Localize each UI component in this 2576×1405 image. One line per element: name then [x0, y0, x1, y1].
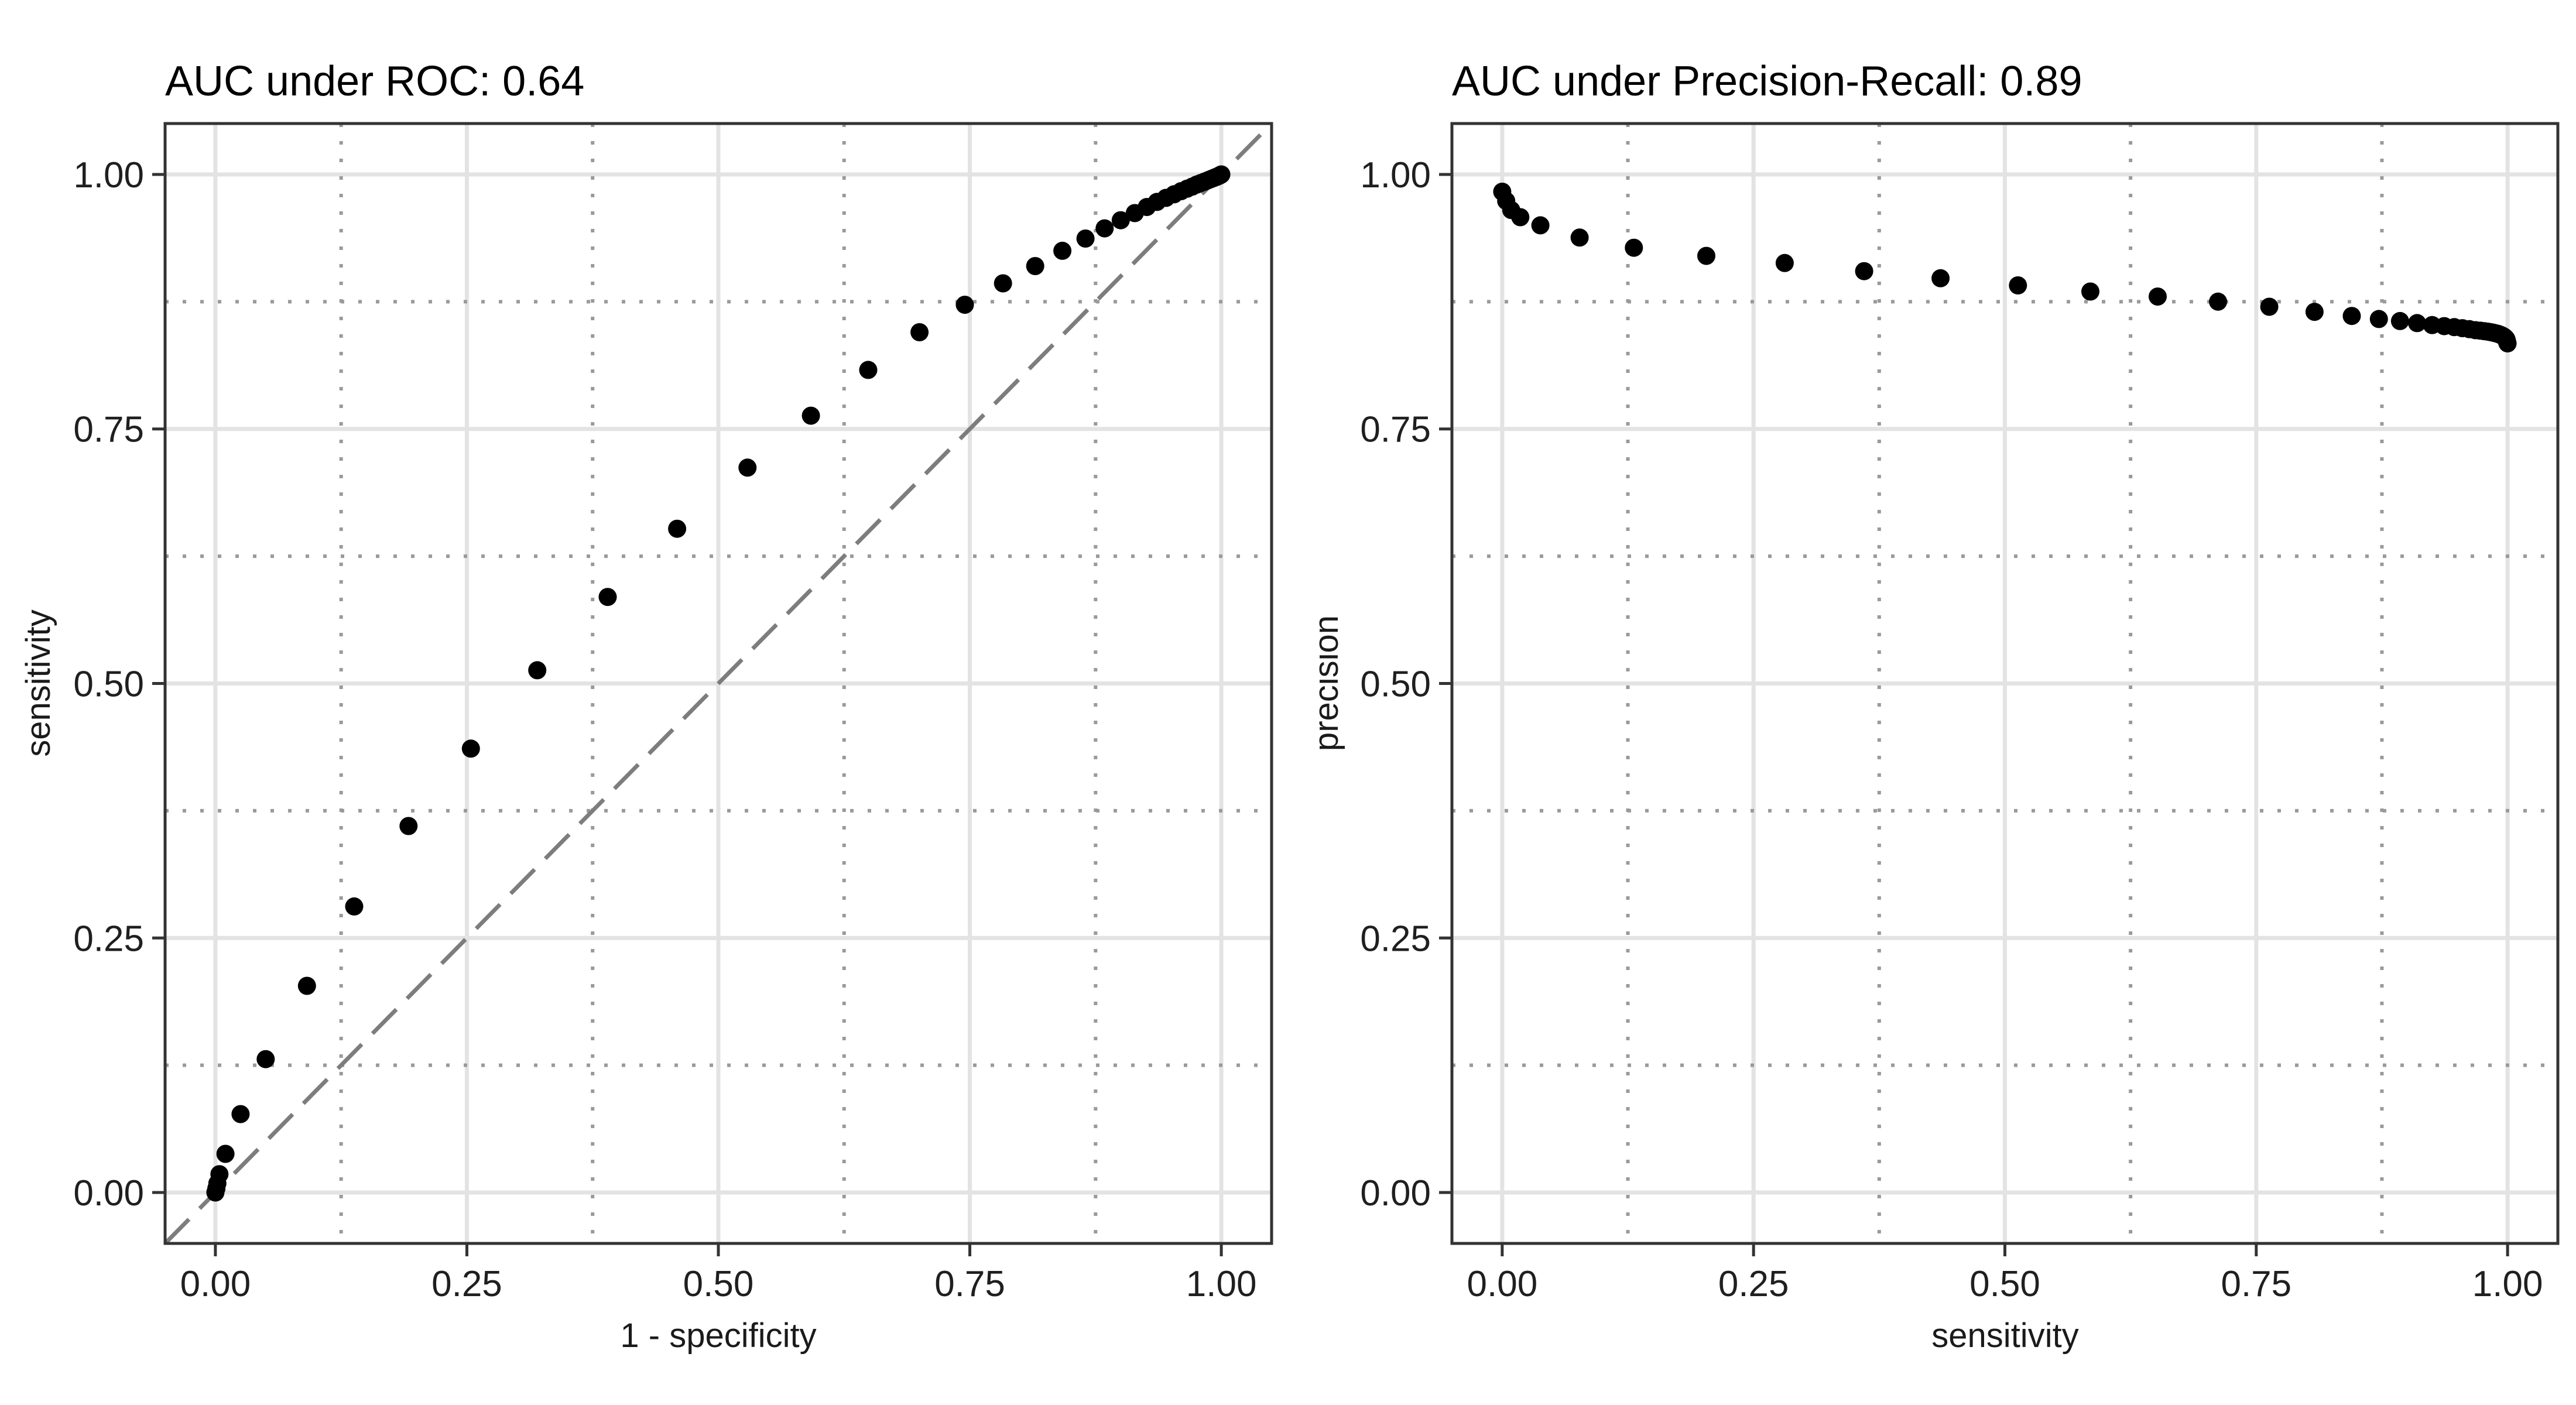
- precision-recall-y-axis-title: precision: [1317, 615, 1345, 751]
- precision-recall-chart: 0.00 0.25 0.50 0.75 1.00 0.00 0.25 0.50 0.75 1.00…: [1317, 58, 2560, 1355]
- x-tick-label: 0.25: [431, 1264, 502, 1304]
- data-point: [738, 458, 757, 477]
- data-point: [210, 1165, 229, 1184]
- roc-chart: 0.00 0.25 0.50 0.75 1.00 0.00 0.25 0.50 0.75 1.00…: [19, 58, 1273, 1355]
- data-point: [1931, 269, 1950, 287]
- roc-x-axis-title: 1 - specificity: [620, 1317, 816, 1355]
- y-tick-label: 0.25: [73, 919, 144, 959]
- reference-diagonal-line: [163, 122, 1273, 1245]
- data-point: [1625, 238, 1643, 257]
- roc-y-axis-title: sensitivity: [19, 609, 57, 756]
- y-tick-label: 0.25: [1360, 919, 1431, 959]
- data-point: [461, 739, 480, 758]
- y-tick-label: 0.75: [1360, 410, 1431, 450]
- y-tick-label: 0.00: [1360, 1173, 1431, 1214]
- y-tick-label: 0.75: [73, 410, 144, 450]
- data-point: [1531, 216, 1550, 235]
- x-tick-label: 0.75: [2221, 1264, 2291, 1304]
- data-point: [297, 976, 316, 995]
- data-point: [2081, 282, 2099, 301]
- data-point: [2209, 292, 2228, 311]
- data-point: [1511, 208, 1530, 227]
- data-point: [2408, 314, 2427, 333]
- x-tick-label: 0.75: [934, 1264, 1005, 1304]
- y-tick-label: 1.00: [1360, 155, 1431, 196]
- data-point: [256, 1050, 275, 1068]
- y-tick-label: 0.50: [73, 664, 144, 705]
- x-tick-label: 0.50: [683, 1264, 754, 1304]
- x-tick-label: 0.25: [1718, 1264, 1789, 1304]
- data-point: [668, 519, 687, 538]
- data-point: [1111, 211, 1130, 229]
- precision-recall-plot-area: 0.00 0.25 0.50 0.75 1.00 0.00 0.25 0.50 0.75 1.00: [1360, 122, 2560, 1304]
- y-tick-label: 0.00: [73, 1173, 144, 1214]
- data-point: [598, 588, 617, 606]
- data-point: [2149, 287, 2167, 306]
- data-point: [345, 897, 364, 916]
- data-point: [1095, 219, 1114, 238]
- data-point: [2009, 276, 2027, 294]
- data-point: [910, 323, 929, 341]
- y-tick-label: 1.00: [73, 155, 144, 196]
- data-point: [231, 1105, 250, 1123]
- roc-title: AUC under ROC: 0.64: [165, 58, 584, 105]
- data-point: [2342, 307, 2361, 325]
- data-point: [1053, 241, 1072, 260]
- data-point: [1570, 228, 1589, 247]
- data-point: [859, 361, 878, 379]
- data-point: [1697, 246, 1715, 265]
- data-point: [528, 661, 547, 680]
- roc-plot-area: 0.00 0.25 0.50 0.75 1.00 0.00 0.25 0.50 0.75 1.00: [73, 122, 1273, 1304]
- data-point: [2260, 297, 2279, 316]
- x-tick-label: 1.00: [2472, 1264, 2543, 1304]
- x-tick-label: 0.00: [180, 1264, 251, 1304]
- x-tick-label: 0.50: [1969, 1264, 2040, 1304]
- data-point: [2305, 303, 2324, 321]
- x-tick-label: 0.00: [1467, 1264, 1538, 1304]
- data-point: [1212, 165, 1231, 184]
- data-point: [955, 296, 974, 314]
- data-point: [1855, 262, 1873, 280]
- y-tick-label: 0.50: [1360, 664, 1431, 705]
- data-point: [801, 406, 820, 425]
- data-point: [216, 1144, 235, 1163]
- precision-recall-title: AUC under Precision-Recall: 0.89: [1452, 58, 2082, 105]
- data-point: [2498, 334, 2517, 353]
- data-point: [399, 817, 418, 835]
- data-point: [2369, 310, 2388, 328]
- data-point: [1775, 253, 1794, 272]
- data-point: [994, 274, 1012, 293]
- data-point: [2390, 311, 2409, 330]
- data-point: [1026, 257, 1044, 275]
- precision-recall-x-axis-title: sensitivity: [1931, 1317, 2078, 1355]
- data-point: [1076, 229, 1095, 248]
- x-tick-label: 1.00: [1186, 1264, 1257, 1304]
